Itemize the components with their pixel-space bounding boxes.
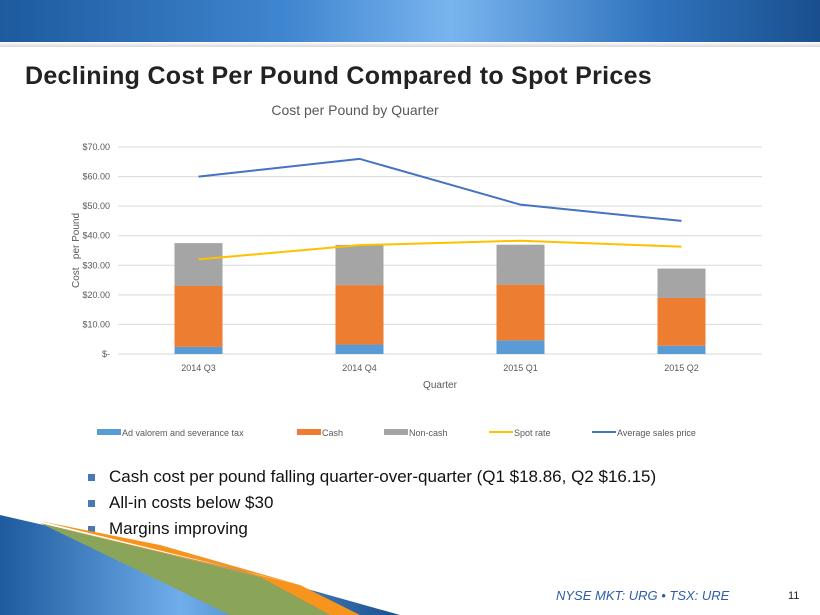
- legend-swatch: [297, 429, 321, 435]
- bar-ad-valorem-and-severance-tax: [496, 340, 545, 354]
- bullet-icon: [88, 499, 95, 507]
- bullet-item: Margins improving: [88, 516, 656, 542]
- cost-per-pound-chart: Cost per Pound by Quarter $- $10.00 $20.00 $…: [71, 102, 762, 438]
- x-tick-label: 2015 Q1: [503, 363, 538, 373]
- line-spot-rate: [198, 239, 682, 261]
- bar-ad-valorem-and-severance-tax: [174, 346, 223, 354]
- decorative-swoosh: [0, 515, 400, 615]
- y-tick-label: $60.00: [82, 172, 110, 182]
- legend-swatch: [97, 429, 121, 435]
- y-tick-label: $50.00: [82, 201, 110, 211]
- bullet-item: All-in costs below $30: [88, 490, 656, 516]
- bullet-text: Cash cost per pound falling quarter-over…: [109, 467, 657, 486]
- y-tick-label: $-: [102, 349, 110, 359]
- bar-cash: [335, 285, 384, 345]
- legend-label: Average sales price: [617, 428, 696, 438]
- bar-non-cash: [657, 268, 706, 298]
- bullet-icon: [88, 473, 95, 481]
- header-divider: [0, 42, 820, 47]
- bullet-text: Margins improving: [109, 519, 248, 538]
- bar-ad-valorem-and-severance-tax: [335, 344, 384, 354]
- chart-title: Cost per Pound by Quarter: [271, 102, 439, 118]
- x-tick-label: 2015 Q2: [664, 363, 699, 373]
- bar-cash: [496, 284, 545, 341]
- x-tick-label: 2014 Q4: [342, 363, 377, 373]
- legend-label: Non-cash: [409, 428, 448, 438]
- slide-title: Declining Cost Per Pound Compared to Spo…: [25, 62, 652, 90]
- bar-non-cash: [174, 243, 223, 286]
- bar-ad-valorem-and-severance-tax: [657, 345, 706, 354]
- x-axis-label: Quarter: [423, 380, 458, 391]
- y-tick-label: $70.00: [82, 142, 110, 152]
- bar-non-cash: [496, 244, 545, 285]
- legend-label: Ad valorem and severance tax: [122, 428, 244, 438]
- header-banner: [0, 0, 820, 42]
- page-number: 11: [788, 590, 800, 602]
- bullet-icon: [88, 525, 95, 533]
- bar-non-cash: [335, 244, 384, 286]
- y-tick-label: $30.00: [82, 260, 110, 270]
- y-tick-label: $40.00: [82, 231, 110, 241]
- y-axis-label: Cost per Pound: [71, 213, 82, 288]
- y-tick-label: $20.00: [82, 290, 110, 300]
- line-average-sales-price: [198, 157, 682, 222]
- bullet-text: All-in costs below $30: [109, 493, 274, 512]
- footer-ticker: NYSE MKT: URG • TSX: URE: [556, 588, 730, 603]
- y-tick-label: $10.00: [82, 319, 110, 329]
- bullet-list: Cash cost per pound falling quarter-over…: [88, 464, 656, 542]
- legend-label: Cash: [322, 428, 343, 438]
- bar-cash: [657, 297, 706, 346]
- x-tick-label: 2014 Q3: [181, 363, 216, 373]
- bullet-item: Cash cost per pound falling quarter-over…: [88, 464, 656, 490]
- bar-cash: [174, 285, 223, 347]
- legend-swatch: [384, 429, 408, 435]
- legend-label: Spot rate: [514, 428, 551, 438]
